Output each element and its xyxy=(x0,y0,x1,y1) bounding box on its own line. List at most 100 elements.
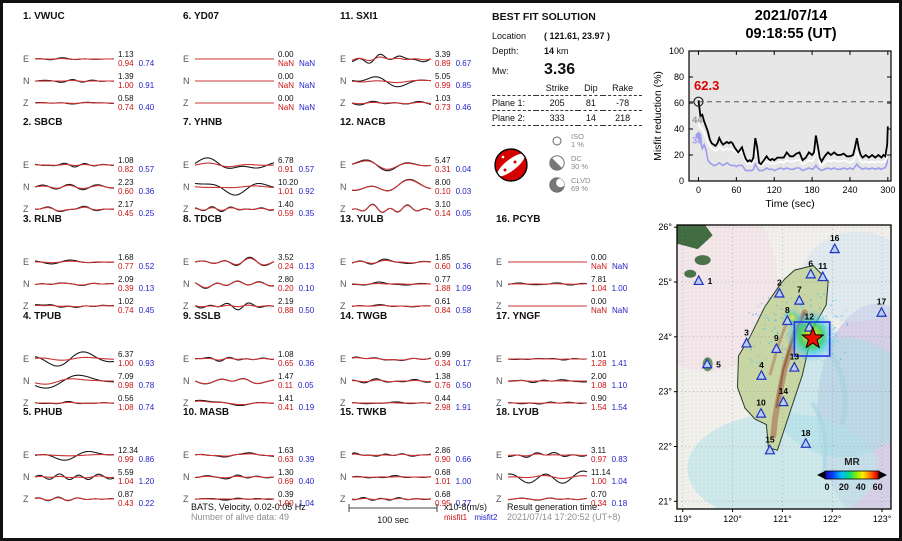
waveform-channel-row: N 10.20 1.01 0.92 xyxy=(183,176,337,198)
waveform-trace xyxy=(194,452,274,458)
station-title: 8. TDCB xyxy=(183,214,222,225)
amplitude-value: 0.99 xyxy=(435,350,451,359)
amplitude-value: 11.14 xyxy=(591,468,611,477)
waveform-trace xyxy=(351,203,432,213)
station-block: 3. RLNB E 1.68 0.77 0.52 N 2.09 0.39 0.13 Z 1.02 0.… xyxy=(23,214,177,317)
waveform-trace xyxy=(351,475,432,479)
station-number-label: 11 xyxy=(818,261,827,271)
misfit2-value: 0.58 xyxy=(455,306,472,315)
amplitude-value: 1.63 xyxy=(278,446,294,455)
channel-values: 1.39 1.00 0.91 xyxy=(118,72,154,90)
waveform-channel-row: N 5.05 0.99 0.85 xyxy=(340,70,494,92)
station-number-label: 6 xyxy=(808,258,813,268)
misfit1-value: 0.99 xyxy=(435,81,451,90)
station-triangle-icon xyxy=(770,342,782,354)
clvd-percent: 69 % xyxy=(571,184,589,193)
location-label: Location xyxy=(492,31,527,41)
table-header-dip: Dip xyxy=(578,81,604,96)
misfit1-value: 0.63 xyxy=(278,455,294,464)
search-region-box xyxy=(793,321,831,357)
waveform-channel-row: E 0.99 0.34 0.17 xyxy=(340,348,494,370)
misfit1-value: 0.10 xyxy=(435,187,451,196)
station-triangle-icon xyxy=(764,444,776,455)
misfit1-value: 0.69 xyxy=(278,477,294,486)
station-number-label: 7 xyxy=(797,285,802,295)
waveform-trace xyxy=(351,53,432,64)
station-title: 14. TWGB xyxy=(340,311,388,322)
misfit2-value: 0.92 xyxy=(298,187,315,196)
amplitude-value: 1.01 xyxy=(591,350,607,359)
best-fit-solution-panel: BEST FIT SOLUTION Location ( 121.61, 23.… xyxy=(492,11,650,198)
channel-label: Z xyxy=(183,98,189,108)
station-title: 2. SBCB xyxy=(23,117,63,128)
waveform-trace xyxy=(194,157,275,169)
channel-values: 10.20 1.01 0.92 xyxy=(278,178,314,196)
waveform-channel-row: N 0.68 1.01 1.00 xyxy=(340,466,494,488)
station-block: 10. MASB E 1.63 0.63 0.39 N 1.30 0.69 0.40 Z 0.39 1… xyxy=(183,407,337,510)
lon-tick-label: 122° xyxy=(823,514,842,524)
waveform-channel-row: N 7.81 1.04 1.00 xyxy=(496,273,650,295)
channel-values: 0.99 0.34 0.17 xyxy=(435,350,471,368)
channel-values: 0.44 2.98 1.91 xyxy=(435,394,471,412)
amplitude-value: 3.10 xyxy=(435,200,451,209)
channel-values: 6.78 0.91 0.57 xyxy=(278,156,314,174)
waveform-trace xyxy=(351,304,432,308)
station-number-label: 10 xyxy=(756,398,766,408)
lat-tick-label: 25° xyxy=(658,277,672,287)
amplitude-value: 5.05 xyxy=(435,72,451,81)
amplitude-value: 12.34 xyxy=(118,446,139,455)
waveform-channel-row: E 1.63 0.63 0.39 xyxy=(183,444,337,466)
misfit2-value: 1.20 xyxy=(138,477,155,486)
channel-label: E xyxy=(183,160,190,170)
start-marker-open-circle xyxy=(693,96,704,107)
misfit1-value: NaN xyxy=(278,59,295,68)
amplitude-value: 2.00 xyxy=(591,372,607,381)
channel-label: Z xyxy=(340,98,346,108)
misfit2-value: 0.39 xyxy=(298,455,315,464)
misfit2-value: 0.03 xyxy=(455,187,472,196)
channel-label: N xyxy=(23,472,30,482)
station-triangle-icon xyxy=(773,287,785,298)
misfit1-value: 0.34 xyxy=(435,359,451,368)
channel-values: 0.68 1.01 1.00 xyxy=(435,468,471,486)
misfit2-value: 0.93 xyxy=(138,359,155,368)
channel-label: Z xyxy=(23,494,29,504)
misfit1-value: 0.60 xyxy=(118,187,134,196)
amplitude-value: 2.23 xyxy=(118,178,134,187)
event-time: 09:18:55 (UT) xyxy=(745,26,837,42)
misfit2-value: 0.85 xyxy=(455,81,472,90)
station-number-label: 3 xyxy=(744,327,749,337)
channel-values: 0.00 NaN NaN xyxy=(591,253,628,271)
station-number-label: 12 xyxy=(805,312,815,322)
waveform-trace xyxy=(507,357,588,361)
amplitude-value: 3.11 xyxy=(591,446,606,455)
station-triangle-icon xyxy=(817,270,829,282)
channel-label: N xyxy=(183,182,190,192)
mw-label: Mw: xyxy=(492,66,509,76)
misfit1-value: NaN xyxy=(278,81,295,90)
misfit1-value: 0.11 xyxy=(278,381,293,390)
amplitude-value: 1.68 xyxy=(118,253,134,262)
scalebar-icon xyxy=(348,504,438,512)
waveform-channel-row: N 8.00 0.10 0.03 xyxy=(340,176,494,198)
station-number-label: 5 xyxy=(716,359,721,369)
channel-label: N xyxy=(496,376,503,386)
amplitude-value: 0.44 xyxy=(435,394,451,403)
channel-label: Z xyxy=(496,494,502,504)
station-title: 4. TPUB xyxy=(23,311,62,322)
amplitude-value: 6.78 xyxy=(278,156,294,165)
waveform-trace xyxy=(194,182,275,196)
misfit2-value: 0.22 xyxy=(138,499,155,508)
station-block: 1. VWUC E 1.13 0.94 0.74 N 1.39 1.00 0.91 Z 0.58 0.… xyxy=(23,11,177,114)
amplitude-value: 5.59 xyxy=(118,468,134,477)
waveform-channel-row: E 3.52 0.24 0.13 xyxy=(183,251,337,273)
waveform-trace xyxy=(34,496,115,502)
x-axis-label: Time (sec) xyxy=(765,198,814,210)
amplitude-value: 3.52 xyxy=(278,253,294,262)
channel-label: N xyxy=(340,472,347,482)
station-title: 15. TWKB xyxy=(340,407,387,418)
waveform-trace xyxy=(507,470,588,484)
misfit2-value: NaN xyxy=(299,81,316,90)
misfit1-value: 0.88 xyxy=(278,306,294,315)
